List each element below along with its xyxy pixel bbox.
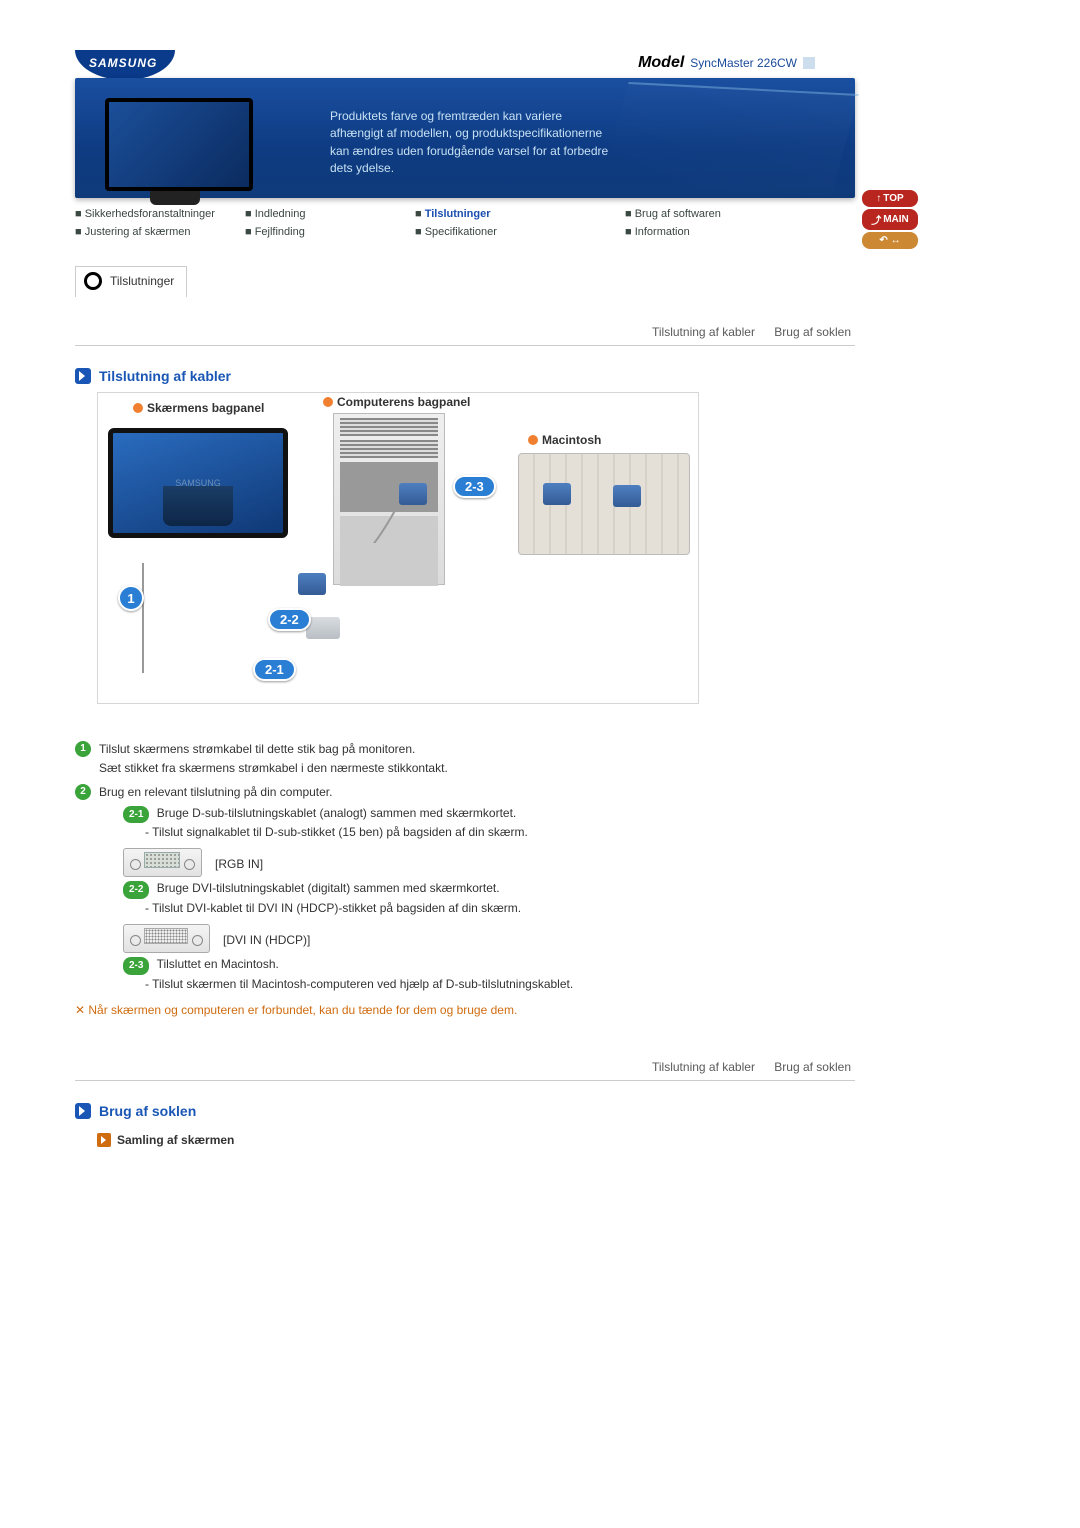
banner-text-line: Produktets farve og fremtræden kan varie…	[330, 108, 608, 125]
step-2-1: 2-1 Bruge D-sub-tilslutningskablet (anal…	[123, 804, 855, 842]
model-value: SyncMaster 226CW	[690, 56, 797, 70]
nav-safety[interactable]: Sikkerhedsforanstaltninger	[75, 208, 245, 220]
nav-intro[interactable]: Indledning	[245, 208, 415, 220]
top-button[interactable]: ↑ TOP	[862, 190, 918, 207]
section-heading-base: Brug af soklen	[75, 1103, 855, 1119]
pill-22: 2-2	[123, 881, 149, 899]
rgb-port-icon	[123, 848, 202, 878]
dvi-port-icon	[123, 924, 210, 954]
step-2-2: 2-2 Bruge DVI-tilslutningskablet (digita…	[123, 879, 855, 917]
model-label: Model	[638, 54, 684, 72]
rgb-port-label: [RGB IN]	[215, 857, 263, 871]
step-2-3: 2-3 Tilsluttet en Macintosh. - Tilslut s…	[123, 955, 855, 993]
banner-text-line: dets ydelse.	[330, 160, 608, 177]
section-heading-cables: Tilslutning af kabler	[75, 368, 855, 384]
connection-diagram: Skærmens bagpanel Computerens bagpanel M…	[97, 392, 699, 704]
vga-connector-icon	[298, 573, 326, 595]
section-heading-label: Tilslutning af kabler	[99, 368, 231, 384]
bullet-1-icon: 1	[75, 741, 91, 757]
nav-connections[interactable]: Tilslutninger	[415, 208, 625, 220]
side-nav-buttons: ↑ TOP ⤴ MAIN ↶ ↔	[862, 190, 918, 249]
step-text: Bruge DVI-tilslutningskablet (digitalt) …	[157, 881, 500, 895]
pill-21: 2-1	[123, 806, 149, 824]
diagram-wires	[98, 393, 398, 543]
model-color-chip	[803, 57, 815, 69]
primary-nav: Sikkerhedsforanstaltninger Indledning Ti…	[75, 208, 855, 238]
sublink-cables-2[interactable]: Tilslutning af kabler	[652, 1060, 755, 1074]
arrow-icon	[75, 1103, 91, 1119]
diagram-label-text: Macintosh	[542, 433, 601, 447]
callout-22: 2-2	[268, 608, 311, 631]
page-tab-marker: Tilslutninger	[75, 266, 187, 297]
arrow-icon	[97, 1133, 111, 1147]
step-text: Tilsluttet en Macintosh.	[157, 957, 279, 971]
nav-adjust[interactable]: Justering af skærmen	[75, 226, 245, 238]
sublink-base[interactable]: Brug af soklen	[774, 325, 851, 339]
pill-23: 2-3	[123, 957, 149, 975]
nav-info[interactable]: Information	[625, 226, 795, 238]
step-detail: - Tilslut skærmen til Macintosh-computer…	[145, 975, 855, 994]
section-sublinks-2: Tilslutning af kabler Brug af soklen	[75, 1056, 855, 1081]
callout-1: 1	[118, 585, 144, 611]
instructions-body: 1 Tilslut skærmens strømkabel til dette …	[75, 740, 855, 1020]
arrow-icon	[75, 368, 91, 384]
power-cable	[142, 563, 144, 673]
nav-software[interactable]: Brug af softwaren	[625, 208, 795, 220]
step-text: Sæt stikket fra skærmens strømkabel i de…	[99, 759, 448, 778]
main-button-label: MAIN	[883, 214, 909, 225]
section-sublinks: Tilslutning af kabler Brug af soklen	[75, 321, 855, 346]
subsection-label: Samling af skærmen	[117, 1133, 234, 1147]
banner-text-line: kan ændres uden forudgående varsel for a…	[330, 143, 608, 160]
dvi-port-label: [DVI IN (HDCP)]	[223, 933, 310, 947]
step-text: Tilslut skærmens strømkabel til dette st…	[99, 740, 448, 759]
section-heading-label: Brug af soklen	[99, 1103, 196, 1119]
vga-connector-icon	[613, 485, 641, 507]
page-tab-label: Tilslutninger	[110, 274, 174, 288]
subsection-heading: Samling af skærmen	[97, 1133, 855, 1147]
main-button[interactable]: ⤴ MAIN	[862, 209, 918, 230]
step-detail: - Tilslut signalkablet til D-sub-stikket…	[145, 823, 855, 842]
top-button-label: TOP	[883, 193, 903, 204]
brand-logo: SAMSUNG	[75, 50, 175, 80]
sublink-cables[interactable]: Tilslutning af kabler	[652, 325, 755, 339]
step-text: Brug en relevant tilslutning på din comp…	[99, 783, 332, 802]
ring-icon	[84, 272, 102, 290]
sublink-base-2[interactable]: Brug af soklen	[774, 1060, 851, 1074]
bullet-2-icon: 2	[75, 784, 91, 800]
footnote: Når skærmen og computeren er forbundet, …	[75, 1001, 855, 1020]
callout-23: 2-3	[453, 475, 496, 498]
step-2: 2 Brug en relevant tilslutning på din co…	[75, 783, 855, 802]
back-forward-button[interactable]: ↶ ↔	[862, 232, 918, 249]
nav-trouble[interactable]: Fejlfinding	[245, 226, 415, 238]
vga-connector-icon	[543, 483, 571, 505]
callout-21: 2-1	[253, 658, 296, 681]
banner-monitor-graphic	[105, 98, 245, 198]
hero-banner: Produktets farve og fremtræden kan varie…	[75, 78, 855, 198]
diagram-label-mac: Macintosh	[528, 433, 601, 447]
step-detail: - Tilslut DVI-kablet til DVI IN (HDCP)-s…	[145, 899, 855, 918]
dvi-connector-icon	[306, 617, 340, 639]
nav-specs[interactable]: Specifikationer	[415, 226, 625, 238]
banner-text-line: afhængigt af modellen, og produktspecifi…	[330, 125, 608, 142]
step-1: 1 Tilslut skærmens strømkabel til dette …	[75, 740, 855, 777]
banner-text: Produktets farve og fremtræden kan varie…	[330, 108, 608, 178]
banner-swoosh	[601, 82, 858, 196]
step-text: Bruge D-sub-tilslutningskablet (analogt)…	[157, 806, 516, 820]
model-row: Model SyncMaster 226CW	[75, 54, 855, 72]
vga-connector-icon	[399, 483, 427, 505]
